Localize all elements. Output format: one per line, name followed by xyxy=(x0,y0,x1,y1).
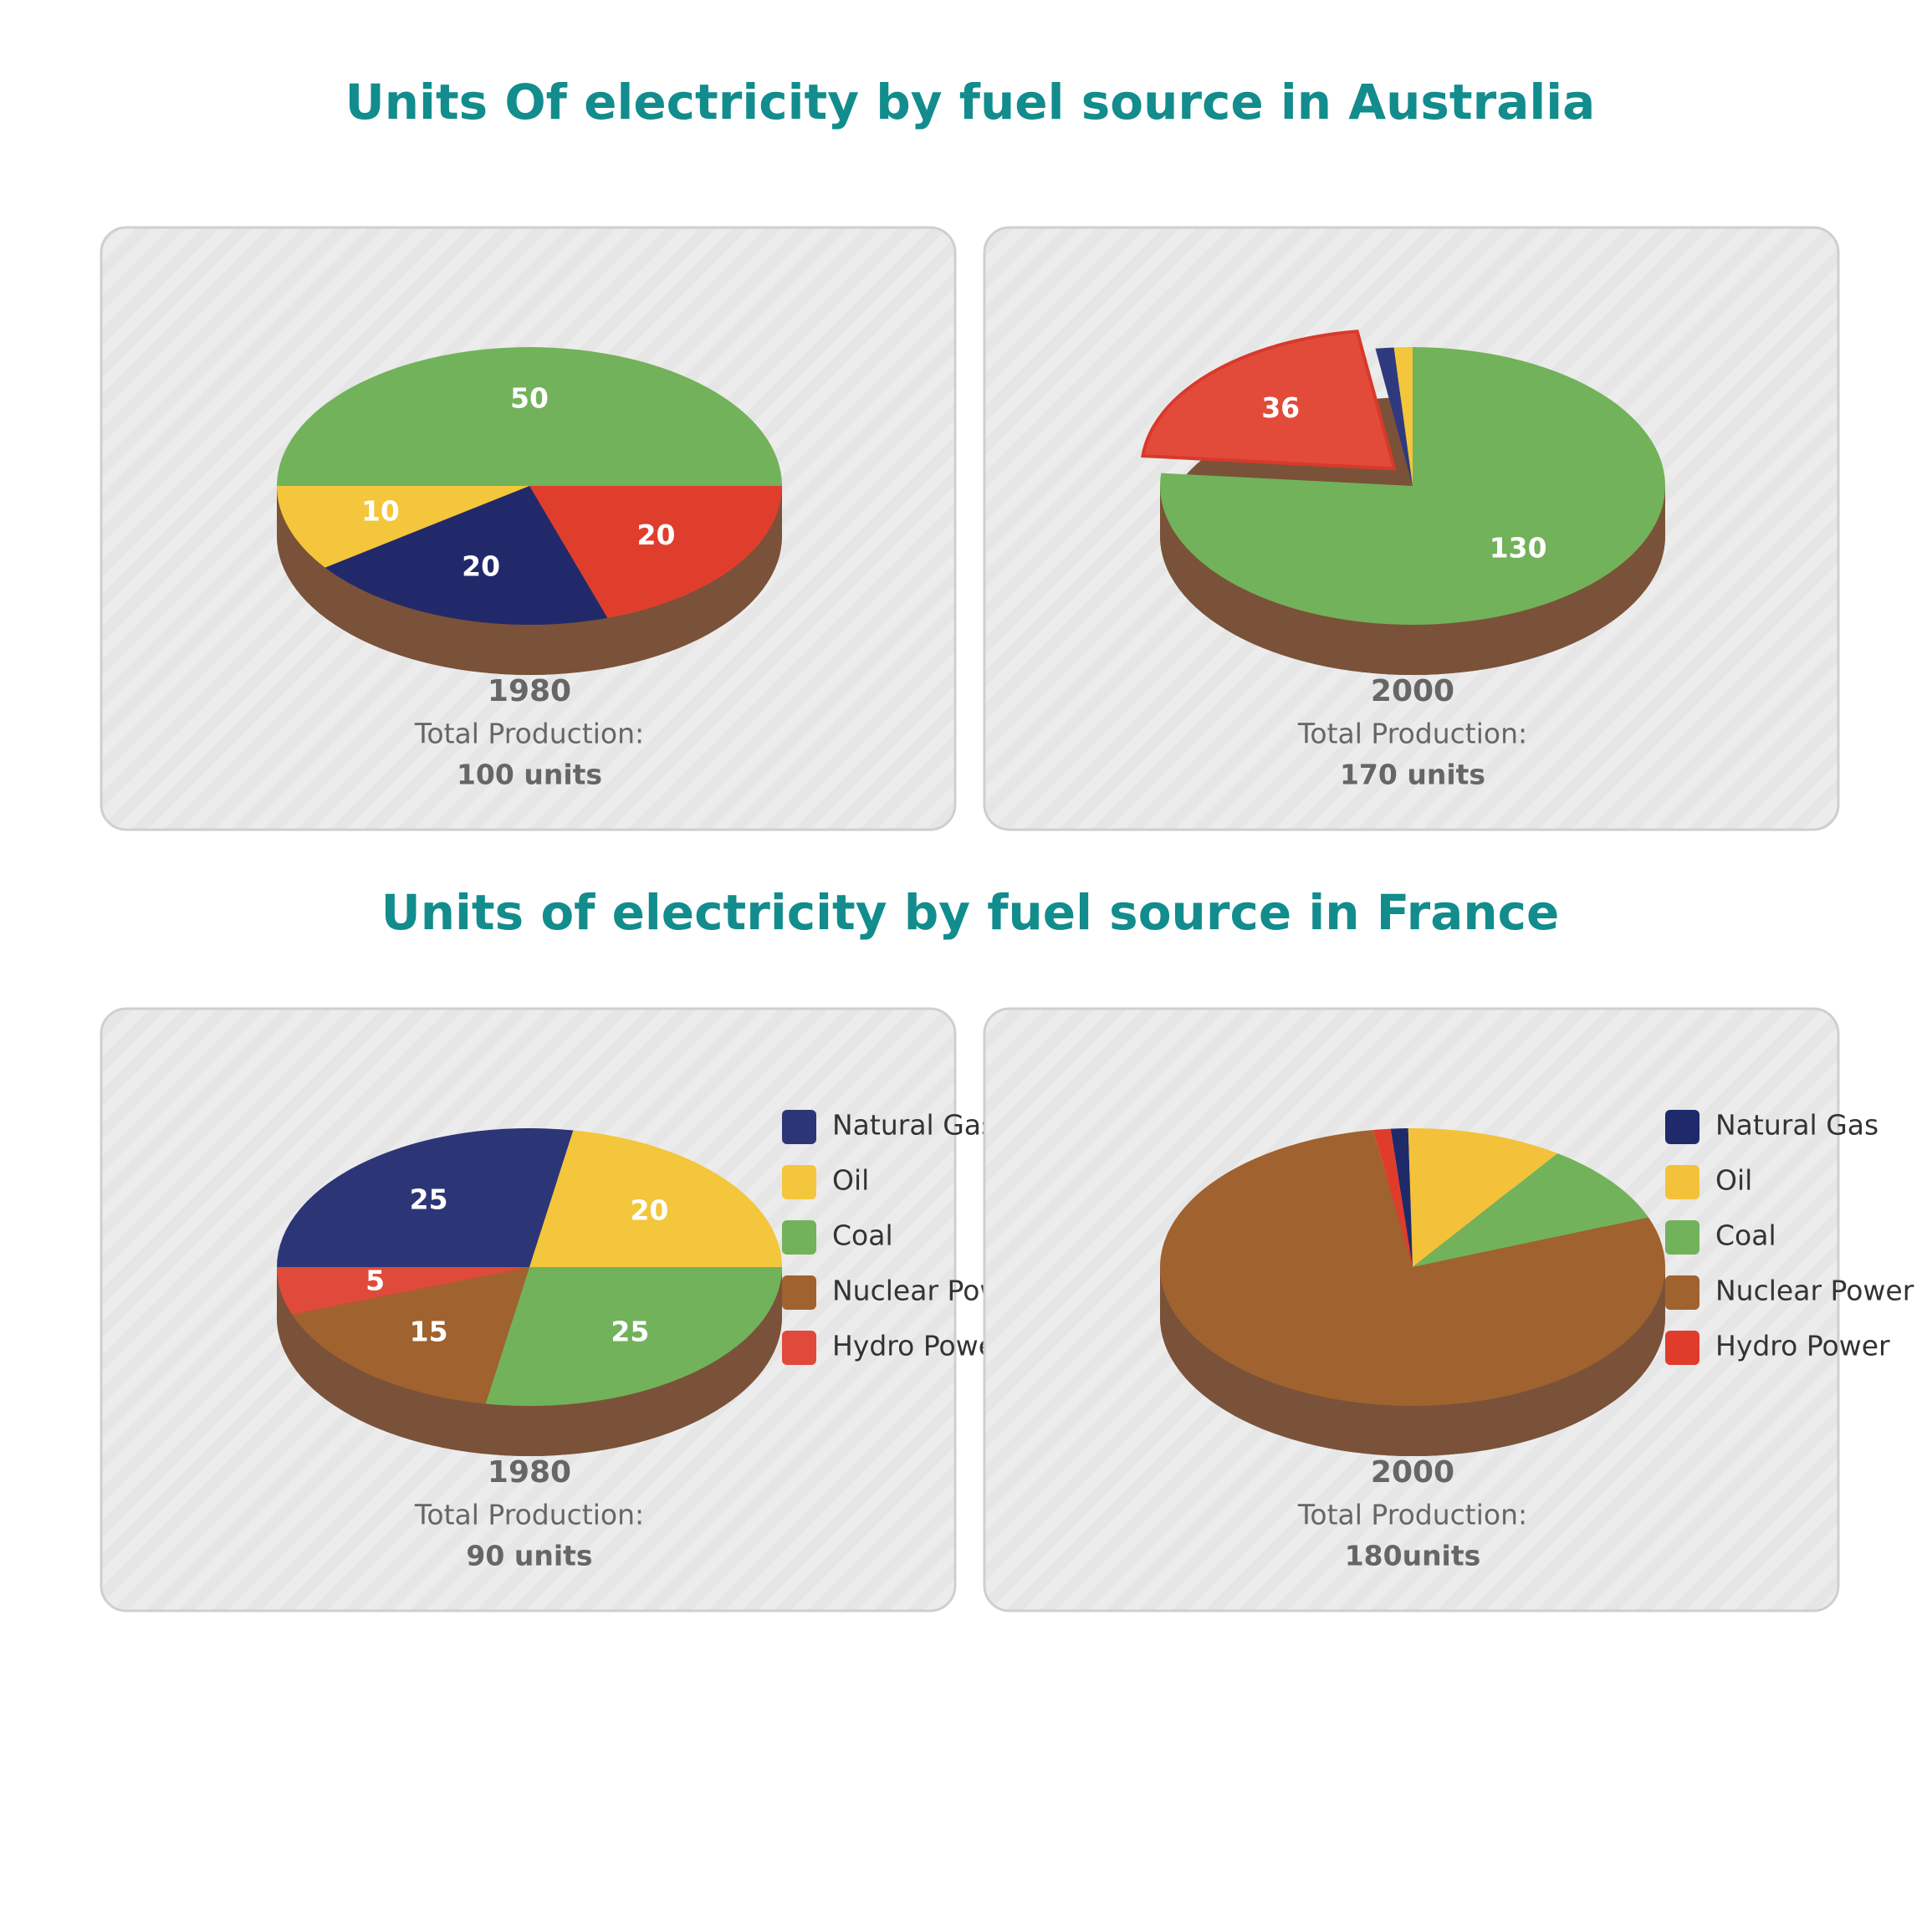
data-label: 25 xyxy=(611,1315,649,1347)
legend-label: Coal xyxy=(832,1219,893,1252)
legend-label: Hydro Power xyxy=(832,1330,1007,1362)
legend-swatch xyxy=(1665,1331,1699,1365)
total-label: Total Production: xyxy=(1297,718,1527,750)
data-label: 15 xyxy=(410,1315,448,1347)
data-label: 36 xyxy=(1261,391,1300,424)
data-label: 20 xyxy=(637,519,676,551)
legend-swatch xyxy=(782,1220,816,1255)
legend-label: Natural Gas xyxy=(1715,1109,1878,1142)
legend-swatch xyxy=(782,1331,816,1365)
total-value: 100 units xyxy=(457,759,602,791)
pie-slice xyxy=(1390,1128,1413,1267)
legend-label: Oil xyxy=(832,1164,869,1197)
pie-slice xyxy=(277,486,529,568)
data-label: 20 xyxy=(630,1193,668,1226)
legend-swatch xyxy=(1665,1220,1699,1255)
data-label: 10 xyxy=(361,494,400,527)
legend-label: Natural Gas xyxy=(832,1109,995,1142)
data-label: 130 xyxy=(1490,532,1547,565)
legend-label: Coal xyxy=(1715,1219,1776,1252)
chart-year: 2000 xyxy=(1371,674,1454,708)
data-label: 25 xyxy=(410,1183,448,1216)
chart-panel: 2000 Total Production: 180units Natural Gas… xyxy=(983,1007,1914,1613)
pie-slice xyxy=(529,1130,782,1267)
pie-slice xyxy=(529,486,782,618)
chart-year: 2000 xyxy=(1371,1455,1454,1490)
pie-slice xyxy=(1375,347,1413,486)
data-label: 50 xyxy=(510,382,549,415)
pie-slice xyxy=(1408,1128,1558,1267)
legend-label: Hydro Power xyxy=(1715,1330,1890,1362)
chart-panel: 50 20 20 10 1980 Total Production: 100 units xyxy=(100,226,957,831)
pie-slice xyxy=(277,1128,574,1267)
legend-swatch xyxy=(782,1110,816,1144)
legend-swatch xyxy=(1665,1165,1699,1199)
pie-slice xyxy=(325,486,608,625)
total-label: Total Production: xyxy=(1297,1499,1527,1531)
chart-panel: 130 36 2000 Total Production: 170 units xyxy=(983,226,1840,831)
legend-swatch xyxy=(782,1275,816,1310)
total-value: 90 units xyxy=(466,1540,592,1572)
legend-label: Nuclear Power xyxy=(1715,1275,1914,1307)
chart-year: 1980 xyxy=(488,674,571,708)
legend-swatch xyxy=(782,1165,816,1199)
pie-slice xyxy=(277,347,782,486)
legend-label: Oil xyxy=(1715,1164,1752,1197)
section-heading: Units of electricity by fuel source in F… xyxy=(381,884,1560,941)
pie-slice xyxy=(1393,347,1413,486)
chart-year: 1980 xyxy=(488,1455,571,1490)
total-value: 180units xyxy=(1345,1540,1481,1572)
legend-swatch xyxy=(1665,1275,1699,1310)
pie-slice xyxy=(277,1267,529,1315)
pie-slice xyxy=(1160,1130,1665,1406)
chart-panel: 25 20 25 15 5 1980 Total Production: 90 units Na… xyxy=(100,1007,1031,1613)
legend-swatch xyxy=(1665,1110,1699,1144)
total-label: Total Production: xyxy=(414,718,644,750)
pie-slice xyxy=(1141,330,1397,471)
total-label: Total Production: xyxy=(414,1499,644,1531)
pie-slice xyxy=(1372,1128,1413,1267)
total-value: 170 units xyxy=(1340,759,1485,791)
data-label: 20 xyxy=(462,549,500,582)
data-label: 5 xyxy=(365,1264,385,1296)
pie-slice xyxy=(292,1267,529,1404)
pie-slice xyxy=(1413,1153,1648,1267)
section-heading: Units Of electricity by fuel source in A… xyxy=(345,74,1596,130)
pie-slice xyxy=(485,1267,782,1406)
